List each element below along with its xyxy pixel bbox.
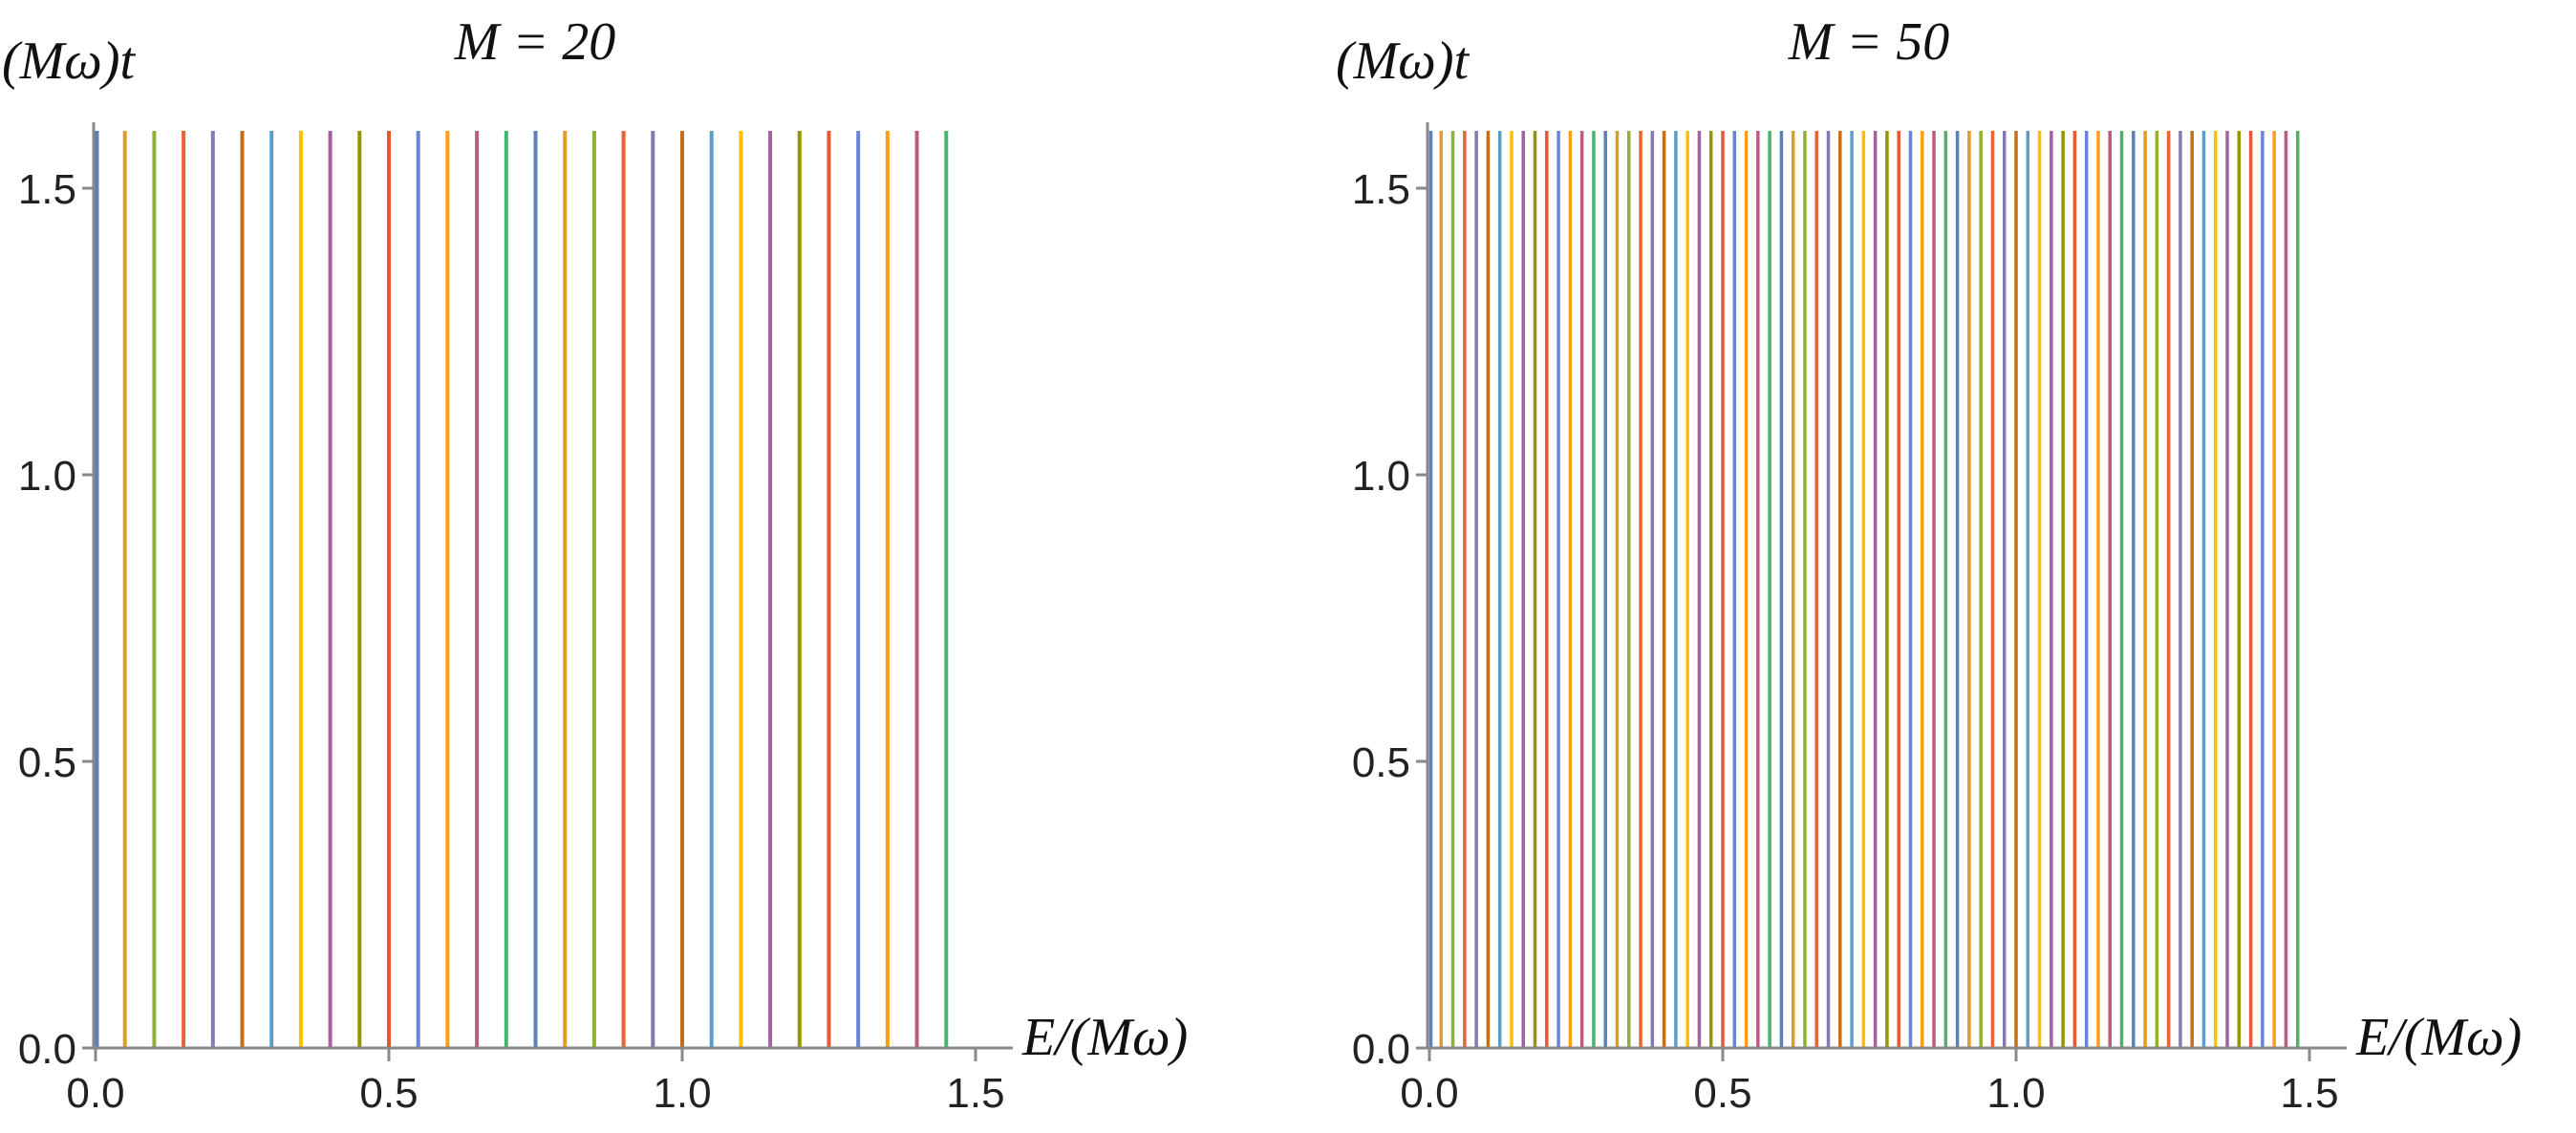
y-tick-label: 0.0	[18, 1026, 76, 1073]
axis-ticks: 0.0 0.5 1.0 1.5 0.0 0.5 1.0 1.5	[18, 166, 1005, 1117]
chart-panel-m50: M = 50 (Mω)t E/(Mω) 0.0 0.5 1.0 1.5 0.0 0.5 1.…	[1336, 12, 2522, 1117]
axis-ticks: 0.0 0.5 1.0 1.5 0.0 0.5 1.0 1.5	[1352, 166, 2339, 1117]
x-tick-label: 0.0	[1400, 1070, 1458, 1117]
x-tick-label: 0.5	[1693, 1070, 1751, 1117]
x-tick-label: 1.0	[1986, 1070, 2045, 1117]
y-tick-label: 1.5	[18, 166, 76, 213]
x-tick-label: 0.0	[66, 1070, 124, 1117]
vertical-lines	[1428, 131, 2300, 1048]
x-tick-label: 1.5	[2280, 1070, 2338, 1117]
x-tick-label: 0.5	[359, 1070, 418, 1117]
vertical-lines	[95, 131, 949, 1048]
chart-title: M = 50	[1788, 12, 1949, 72]
y-tick-label: 0.5	[1352, 739, 1410, 786]
y-tick-label: 0.0	[1352, 1026, 1410, 1073]
x-axis-label: E/(Mω)	[2355, 1008, 2522, 1067]
y-tick-label: 1.5	[1352, 166, 1410, 213]
y-tick-label: 1.0	[18, 453, 76, 500]
chart-title: M = 20	[454, 12, 615, 72]
y-tick-label: 0.5	[18, 739, 76, 786]
y-axis-label: (Mω)t	[2, 32, 136, 91]
x-tick-label: 1.5	[946, 1070, 1004, 1117]
y-tick-label: 1.0	[1352, 453, 1410, 500]
chart-panel-m20: M = 20 (Mω)t E/(Mω) 0.0 0.5 1.0 1.5 0.0 0.5 1.…	[2, 12, 1188, 1117]
x-tick-label: 1.0	[653, 1070, 711, 1117]
y-axis-label: (Mω)t	[1336, 32, 1470, 91]
x-axis-label: E/(Mω)	[1021, 1008, 1188, 1067]
